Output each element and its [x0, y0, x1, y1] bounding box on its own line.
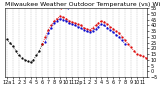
Text: ·: · [66, 6, 68, 15]
Text: ·: · [60, 6, 62, 15]
Text: Milwaukee Weather Outdoor Temperature (vs) Wind Chill (Last 24 Hours): Milwaukee Weather Outdoor Temperature (v… [5, 2, 160, 7]
